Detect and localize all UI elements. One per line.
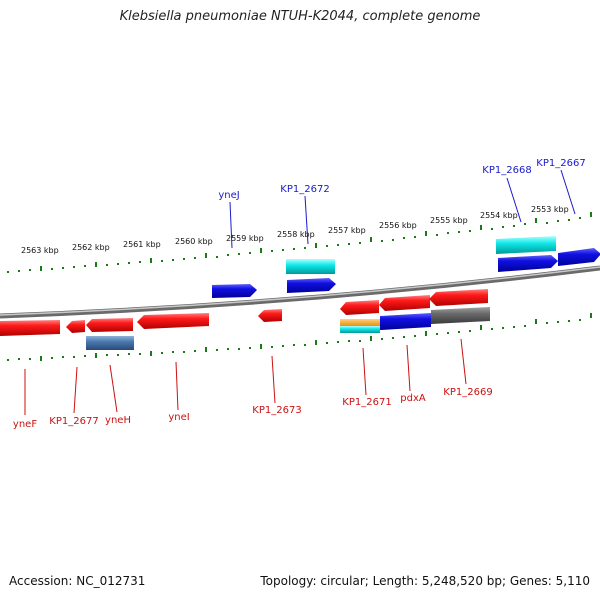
ruler-label: 2562 kbp (72, 243, 110, 252)
ruler-label: 2561 kbp (123, 240, 161, 249)
reverse-gene-labels: yneF KP1_2677 yneH yneI KP1_2673 KP1_267… (13, 387, 493, 430)
gene-KP1_2672[interactable] (287, 278, 336, 293)
gene-KP1_2673[interactable] (258, 309, 282, 322)
gene-KP1_2669-cds[interactable] (431, 307, 490, 324)
ruler-label: 2563 kbp (21, 246, 59, 255)
gene-KP1_2677[interactable] (66, 320, 85, 333)
gene-label: KP1_2671 (342, 397, 391, 408)
accession-text: Accession: NC_012731 (9, 574, 146, 588)
gene-yneJ[interactable] (212, 284, 257, 298)
reverse-leaders (24, 338, 467, 415)
gene-KP1_2667[interactable] (558, 248, 600, 266)
gene-KP1_2668[interactable] (498, 255, 558, 272)
gene-pdxA[interactable] (380, 313, 431, 330)
gene-label: yneI (168, 412, 189, 423)
backbone-highlight (0, 266, 600, 316)
gene-KP1_2672-cds[interactable] (286, 259, 335, 274)
lower-ruler (7, 313, 592, 361)
gene-label: KP1_2677 (49, 416, 98, 427)
ruler-label: 2559 kbp (226, 234, 264, 243)
forward-genes (212, 236, 600, 298)
ruler-label: 2560 kbp (175, 237, 213, 246)
reverse-genes (0, 289, 490, 350)
gene-KP1_2669[interactable] (429, 289, 488, 306)
gene-KP1_2671-cds-a[interactable] (340, 319, 380, 327)
gene-label: KP1_2672 (280, 184, 329, 195)
gene-label: KP1_2669 (443, 387, 492, 398)
gene-KP1_2671-cds-b[interactable] (340, 326, 380, 333)
gene-yneI[interactable] (137, 313, 209, 329)
ruler-label: 2558 kbp (277, 230, 315, 239)
gene-yneH[interactable] (86, 318, 133, 332)
forward-leaders (229, 169, 576, 249)
gene-yneF[interactable] (0, 320, 60, 336)
gene-label: pdxA (400, 393, 426, 404)
gene-label: KP1_2668 (482, 165, 531, 176)
ruler-labels: 2563 kbp 2562 kbp 2561 kbp 2560 kbp 2559… (21, 205, 569, 255)
ruler-label: 2557 kbp (328, 226, 366, 235)
gene-KP1_2668-cds[interactable] (496, 236, 556, 254)
genome-summary-text: Topology: circular; Length: 5,248,520 bp… (260, 574, 590, 588)
ruler-label: 2554 kbp (480, 211, 518, 220)
forward-gene-labels: yneJ KP1_2672 KP1_2668 KP1_2667 (218, 158, 585, 201)
gene-label: yneF (13, 419, 37, 430)
gene-yneH-cds[interactable] (86, 336, 134, 350)
backbone-line (0, 265, 600, 319)
gene-label: yneJ (218, 190, 239, 201)
gene-KP1_2671[interactable] (340, 300, 379, 315)
gene-label: yneH (105, 415, 131, 426)
ruler-label: 2555 kbp (430, 216, 468, 225)
gene-label: KP1_2667 (536, 158, 585, 169)
upper-ruler (7, 212, 592, 273)
map-title: Klebsiella pneumoniae NTUH-K2044, comple… (119, 9, 481, 24)
gene-label: KP1_2673 (252, 405, 301, 416)
ruler-label: 2553 kbp (531, 205, 569, 214)
gene-pdxA-upper[interactable] (379, 295, 430, 311)
ruler-label: 2556 kbp (379, 221, 417, 230)
